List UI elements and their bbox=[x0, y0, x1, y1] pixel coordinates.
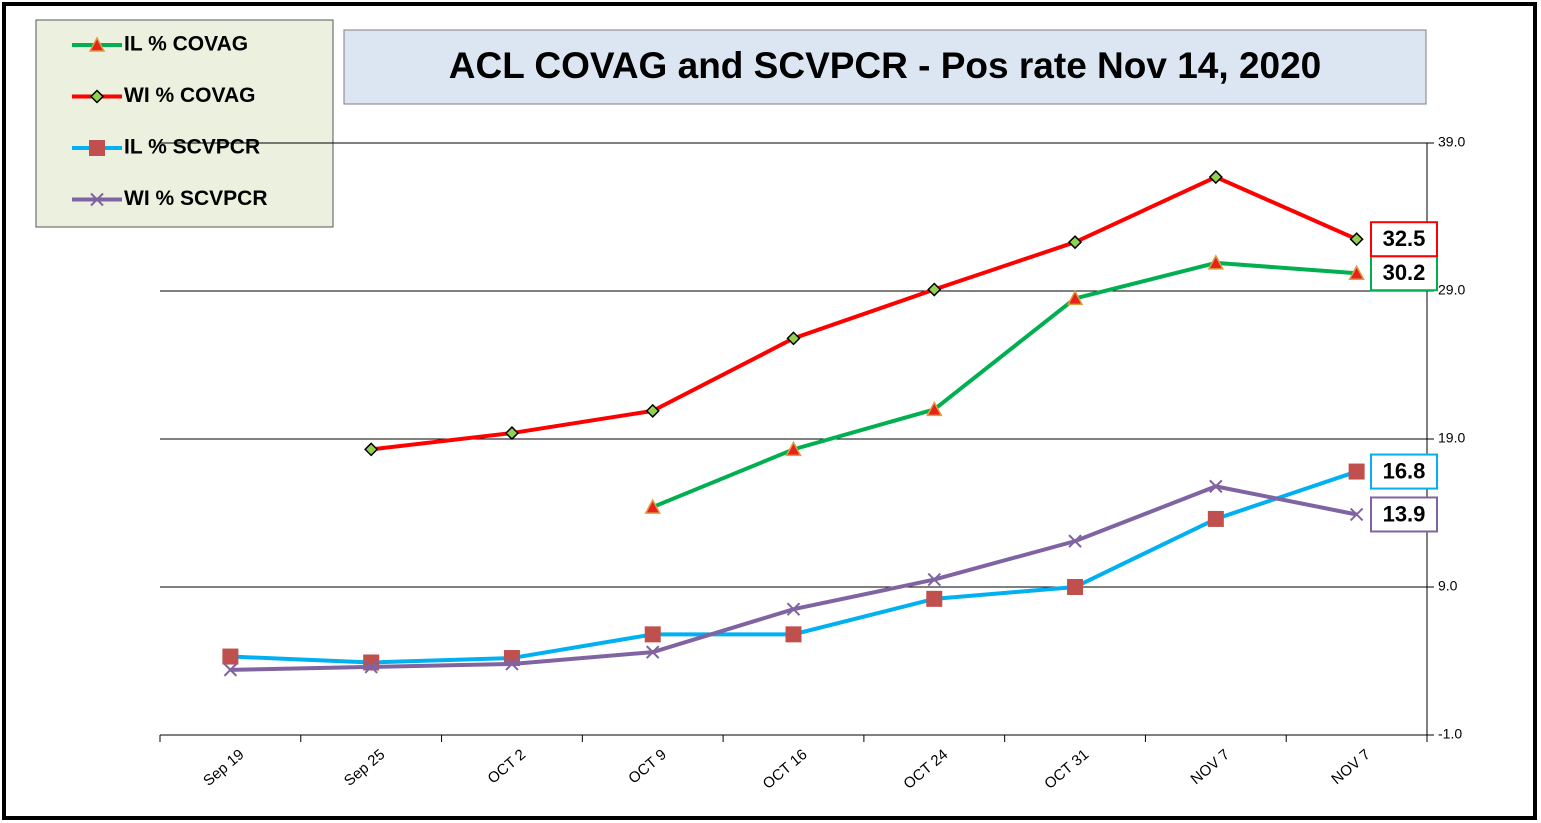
y-tick-label: 19.0 bbox=[1438, 430, 1465, 446]
legend-box bbox=[35, 19, 334, 228]
value-label: 32.5 bbox=[1383, 226, 1426, 251]
marker bbox=[1348, 264, 1365, 280]
marker bbox=[1349, 507, 1364, 522]
series-line bbox=[370, 174, 1358, 452]
marker bbox=[644, 498, 661, 514]
legend-marker bbox=[88, 36, 106, 52]
marker bbox=[1348, 463, 1365, 480]
marker bbox=[644, 626, 661, 643]
marker bbox=[364, 660, 378, 674]
value-label: 30.2 bbox=[1383, 260, 1426, 285]
y-tick-label: -1.0 bbox=[1438, 726, 1462, 742]
marker bbox=[785, 440, 802, 457]
legend-marker bbox=[89, 89, 105, 104]
series-line bbox=[651, 260, 1357, 509]
marker bbox=[1067, 235, 1083, 250]
value-label: 13.9 bbox=[1383, 501, 1426, 526]
legend-marker bbox=[90, 192, 104, 207]
legend-label: WI % SCVPCR bbox=[124, 187, 268, 210]
marker bbox=[927, 572, 941, 587]
value-label-box bbox=[1370, 496, 1438, 533]
y-tick-label: 29.0 bbox=[1438, 282, 1465, 298]
marker bbox=[645, 403, 660, 418]
legend-label: WI % COVAG bbox=[124, 84, 255, 107]
marker bbox=[1068, 534, 1082, 548]
y-tick-label: 9.0 bbox=[1438, 578, 1458, 594]
legend-marker bbox=[89, 140, 105, 156]
marker bbox=[222, 648, 239, 665]
marker bbox=[785, 626, 802, 643]
marker bbox=[786, 602, 801, 616]
marker bbox=[927, 282, 942, 297]
marker bbox=[223, 663, 238, 677]
title-box bbox=[343, 29, 1427, 105]
marker bbox=[786, 331, 801, 346]
marker bbox=[1067, 579, 1084, 595]
chart-title: ACL COVAG and SCVPCR - Pos rate Nov 14, … bbox=[449, 45, 1322, 86]
marker bbox=[1208, 169, 1223, 185]
marker bbox=[505, 657, 519, 671]
marker bbox=[646, 645, 660, 659]
legend-label: IL % COVAG bbox=[124, 33, 248, 56]
marker bbox=[1209, 479, 1223, 494]
marker bbox=[1207, 254, 1225, 270]
value-label: 16.8 bbox=[1383, 458, 1426, 483]
marker bbox=[364, 442, 379, 457]
marker bbox=[504, 426, 520, 441]
marker bbox=[1349, 232, 1364, 247]
marker bbox=[926, 590, 943, 607]
legend-label: IL % SCVPCR bbox=[124, 136, 260, 159]
y-tick-label: 39.0 bbox=[1438, 134, 1465, 150]
value-label-box bbox=[1370, 221, 1438, 258]
value-label-box bbox=[1370, 453, 1438, 490]
marker bbox=[1066, 289, 1084, 306]
marker bbox=[926, 400, 943, 417]
marker bbox=[1207, 510, 1224, 527]
